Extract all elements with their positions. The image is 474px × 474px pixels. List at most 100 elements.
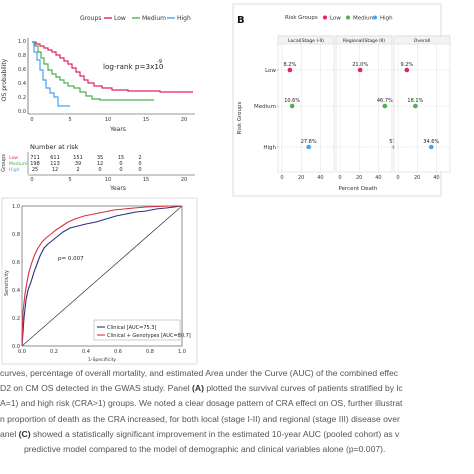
caption-text: plotted the survival curves of patients … [203,383,403,394]
risk-cell: 25 [32,167,38,173]
caption-line: A=1) and high risk (CRA>1) groups. We no… [0,398,403,409]
dot-row-label: Medium [254,104,276,110]
km-x-ticks: 0 5 10 15 20 [30,117,187,123]
dot-facet-strip [277,35,335,45]
risk-cell: 0 [119,167,122,173]
dot-facet-title: Local(Stage I-II) [288,38,324,44]
panel-c-frame [1,197,198,365]
risk-x-tick: 15 [143,177,149,183]
km-y-tick: 0.0 [18,109,26,115]
dot-data-label: 10.6% [284,98,300,104]
roc-y-tick: 1.0 [12,204,20,210]
risk-xlabel: Years [109,185,126,192]
risk-cell: 0 [138,161,141,167]
roc-y-tick: 0.8 [12,232,20,238]
dot-legend-high: High [380,16,393,22]
roc-xlabel: 1-Specificity [88,357,117,363]
dot-facet-title: Regional(Stage III) [343,38,385,44]
dot-point [289,103,295,109]
km-ylabel: OS probability [1,58,8,101]
dot-plot-area: Low Medium High Local(Stage I-II) 0 20 40 8.2% 1… [254,35,451,181]
roc-y-tick: 0.0 [12,344,20,350]
dot-data-label: 21.0% [352,62,368,68]
caption-line: D2 on CM OS detected in the GWAS study. … [0,381,474,396]
dot-x-tick: 40 [433,175,439,181]
km-y-tick: 1.0 [18,39,26,45]
dot-point [357,67,363,73]
dot-x-tick: 40 [317,175,323,181]
caption-text: anel [0,428,19,439]
roc-y-tick: 0.6 [12,260,20,266]
risk-cell: 39 [75,161,81,167]
risk-x-tick: 20 [181,177,187,183]
caption-text: D2 on CM OS detected in the GWAS study. … [0,383,193,394]
roc-axes [21,205,183,347]
dot-row-label: Low [265,68,276,74]
panel-c: Sensitivity 1.0 0.8 0.6 0.4 0.2 0.0 p= 0… [1,197,198,365]
km-x-tick: 20 [181,117,187,123]
risk-x-ticks: 0 5 10 15 20 [30,177,187,183]
dot-point [428,144,434,150]
km-pvalue: log-rank p=3x10 [103,62,164,71]
roc-legend-genotypes: Clinical + Genotypes [AUC=80.7] [107,333,191,339]
risk-table: 711 611 151 35 15 2 198 113 39 12 0 0 25… [30,155,141,173]
caption-panel-ref: (A) [192,383,204,394]
km-y-ticks: 1.0 0.8 0.6 0.4 0.2 0.0 [18,39,26,115]
km-xlabel: Years [109,126,126,133]
roc-x-tick: 1.0 [178,349,186,355]
roc-diagonal [21,205,183,347]
caption-line: predictive model compared to the model o… [24,444,386,455]
panel-a: Groups Low Medium High OS probability 1.… [1,15,195,192]
caption-line: anel (C) showed a statistically signific… [0,427,474,442]
dot-facet-strip [335,35,393,45]
dot-point [306,144,311,150]
km-legend-high: High [177,15,191,22]
roc-x-tick: 0.8 [146,349,154,355]
roc-curve-genotypes [21,205,182,347]
panel-b: B Risk Groups Low Medium High Low Medium H… [232,3,451,197]
km-curve-medium [32,41,154,101]
dot-data-label: 8.2% [284,62,297,68]
dot-x-tick: 20 [298,175,304,181]
roc-curve-clinical [21,205,183,347]
dot-data-label: 46.7% [377,98,393,104]
risk-cell: 0 [138,167,141,173]
km-legend-low: Low [114,15,126,22]
km-curve-low [32,41,193,93]
risk-x-tick: 10 [105,177,111,183]
dot-x-tick: 20 [356,175,362,181]
km-y-tick: 0.4 [18,81,26,87]
risk-x-tick: 5 [68,177,71,183]
dot-facet-strip [393,35,451,45]
km-legend-title: Groups [80,15,101,22]
dot-row-label: High [263,145,276,151]
figure: Groups Low Medium High OS probability 1.… [1,3,451,365]
roc-x-ticks: 0.0 0.2 0.4 0.6 0.8 1.0 [18,349,186,355]
dot-point [287,67,293,73]
dot-legend-title: Risk Groups [285,15,318,21]
dot-ylabel: Risk Groups [237,101,243,134]
dot-data-label: 18.1% [407,98,423,104]
panel-b-label: B [237,15,245,26]
dot-legend-high-swatch [373,15,377,20]
dot-facet-title: Overall [414,38,430,44]
caption-line: n proportion of death as the CRA increas… [0,413,400,424]
risk-cell: 12 [97,161,103,167]
risk-table-title: Number at risk [30,143,79,151]
risk-cell: 0 [98,167,101,173]
risk-cell: 2 [138,155,141,161]
dot-facet-panel [277,35,335,173]
risk-group-labels: Low Medium High [9,155,28,173]
dot-legend-medium: Medium [353,16,375,22]
risk-cell: 113 [50,161,60,167]
dot-xlabel: Percent Death [338,186,378,192]
km-y-tick: 0.8 [18,53,26,59]
km-x-tick: 15 [143,117,149,123]
dot-legend-low-swatch [323,15,327,20]
roc-x-tick: 0.2 [50,349,58,355]
caption-line: curves, percentage of overall mortality,… [0,368,399,378]
roc-y-tick: 0.4 [12,288,20,294]
risk-table-ylabel: Groups [1,154,7,172]
dot-data-label: 27.8% [301,139,317,145]
roc-x-tick: 0.4 [82,349,90,355]
